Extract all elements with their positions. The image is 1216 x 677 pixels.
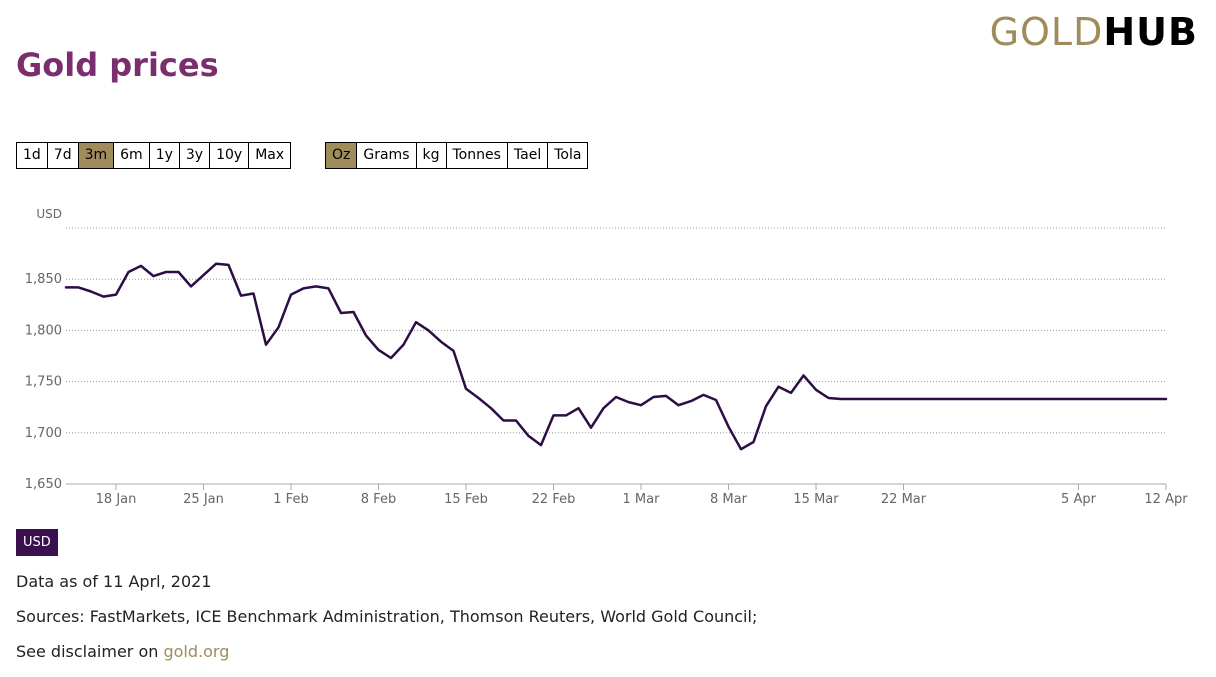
- x-tick-label: 8 Mar: [710, 492, 748, 507]
- gridlines: [66, 227, 1166, 434]
- range-button-10y[interactable]: 10y: [209, 142, 250, 169]
- logo-hub-text: HUB: [1103, 10, 1198, 54]
- unit-button-tola[interactable]: Tola: [547, 142, 589, 169]
- x-tick-label: 15 Mar: [793, 492, 839, 507]
- x-tick-label: 22 Feb: [532, 492, 576, 507]
- x-tick-label: 8 Feb: [361, 492, 396, 507]
- gold-org-link[interactable]: gold.org: [163, 642, 230, 661]
- disclaimer-prefix: See disclaimer on: [16, 642, 164, 661]
- currency-badge[interactable]: USD: [16, 529, 58, 556]
- unit-button-tonnes[interactable]: Tonnes: [445, 142, 508, 169]
- sources-text: Sources: FastMarkets, ICE Benchmark Admi…: [16, 607, 758, 626]
- x-tick-label: 1 Feb: [273, 492, 308, 507]
- disclaimer-text: See disclaimer on gold.org: [16, 642, 229, 661]
- unit-button-kg[interactable]: kg: [415, 142, 447, 169]
- gold-price-chart[interactable]: USD 1,650 1,700 1,750 1,800 1,850 18 Jan 25 J…: [0, 200, 1216, 510]
- page-title: Gold prices: [16, 46, 219, 84]
- x-tick-label: 15 Feb: [444, 492, 488, 507]
- y-axis-unit-label: USD: [36, 207, 62, 221]
- unit-button-grams[interactable]: Grams: [356, 142, 417, 169]
- x-axis: 18 Jan 25 Jan 1 Feb 8 Feb 15 Feb 22 Feb 1 Mar 8…: [66, 483, 1188, 507]
- y-tick-label: 1,850: [25, 272, 62, 287]
- range-button-max[interactable]: Max: [248, 142, 292, 169]
- gold-price-line: [64, 262, 1168, 451]
- x-tick-label: 25 Jan: [183, 492, 224, 507]
- x-tick-label: 5 Apr: [1061, 492, 1097, 507]
- unit-button-oz[interactable]: Oz: [325, 142, 358, 169]
- range-button-3y[interactable]: 3y: [178, 142, 211, 169]
- range-button-1y[interactable]: 1y: [148, 142, 180, 169]
- x-tick-label: 18 Jan: [96, 492, 137, 507]
- range-button-7d[interactable]: 7d: [46, 142, 79, 169]
- y-tick-label: 1,750: [25, 375, 62, 390]
- range-button-3m[interactable]: 3m: [77, 142, 115, 169]
- y-tick-label: 1,700: [25, 426, 62, 441]
- unit-button-tael[interactable]: Tael: [506, 142, 549, 169]
- goldhub-logo[interactable]: GOLDHUB: [990, 10, 1198, 54]
- time-range-selector: 1d 7d 3m 6m 1y 3y 10y Max: [16, 142, 292, 169]
- y-tick-label: 1,800: [25, 323, 62, 338]
- y-tick-label: 1,650: [25, 477, 62, 492]
- x-tick-label: 1 Mar: [623, 492, 661, 507]
- logo-gold-text: GOLD: [989, 10, 1104, 54]
- y-axis-ticks: 1,650 1,700 1,750 1,800 1,850: [25, 272, 62, 492]
- data-as-of-text: Data as of 11 Aprl, 2021: [16, 572, 212, 591]
- range-button-6m[interactable]: 6m: [113, 142, 150, 169]
- x-tick-label: 12 Apr: [1144, 492, 1188, 507]
- range-button-1d[interactable]: 1d: [16, 142, 48, 169]
- x-tick-label: 22 Mar: [881, 492, 927, 507]
- unit-selector: Oz Grams kg Tonnes Tael Tola: [325, 142, 589, 169]
